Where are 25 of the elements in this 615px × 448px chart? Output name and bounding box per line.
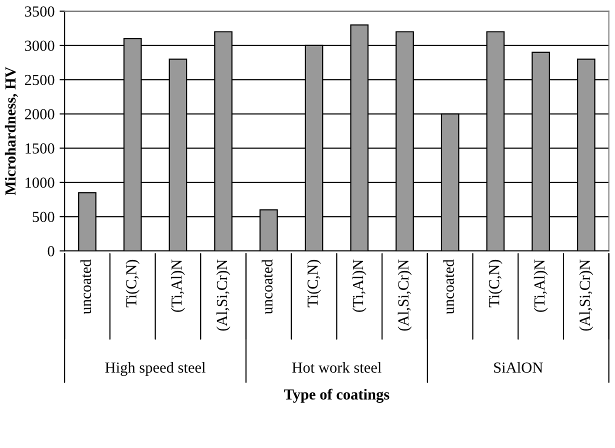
y-tick-label: 0	[48, 246, 54, 256]
text: Hot work steel	[292, 362, 382, 373]
x-axis-title: Type of coatings	[284, 388, 390, 403]
y-axis-title: Microhardness, HV	[4, 66, 18, 196]
y-tick-label: 1500	[26, 143, 54, 154]
x-tick-label: uncoated	[443, 259, 454, 314]
x-tick-label: Ti(C,N)	[126, 260, 140, 308]
y-tick-label: 1000	[26, 178, 54, 188]
x-tick-label: (Al,Si,Cr)N	[579, 260, 594, 331]
text: SiAlON	[494, 362, 543, 373]
x-tick-label: (Ti,Al)N	[352, 260, 366, 312]
x-tick-label: (Al,Si,Cr)N	[398, 260, 412, 331]
text: High speed steel	[105, 362, 206, 376]
x-tick-label: (Ti,Al)N	[171, 260, 185, 312]
y-tick-label: 2000	[24, 109, 54, 120]
y-tick-label: 3000	[25, 40, 54, 51]
y-tick-label: 2500	[24, 74, 54, 86]
x-tick-label: Ti(C,N)	[307, 260, 321, 308]
x-tick-label: uncoated	[262, 259, 272, 314]
y-tick-label: 3500	[25, 6, 54, 17]
x-tick-label: (Al,Si,Cr)N	[216, 260, 230, 331]
x-tick-label: uncoated	[80, 259, 92, 314]
x-tick-label: (Ti,Al)N	[534, 260, 548, 312]
x-tick-label: Ti(C,N)	[488, 260, 502, 308]
y-tick-label: 500	[32, 212, 54, 222]
